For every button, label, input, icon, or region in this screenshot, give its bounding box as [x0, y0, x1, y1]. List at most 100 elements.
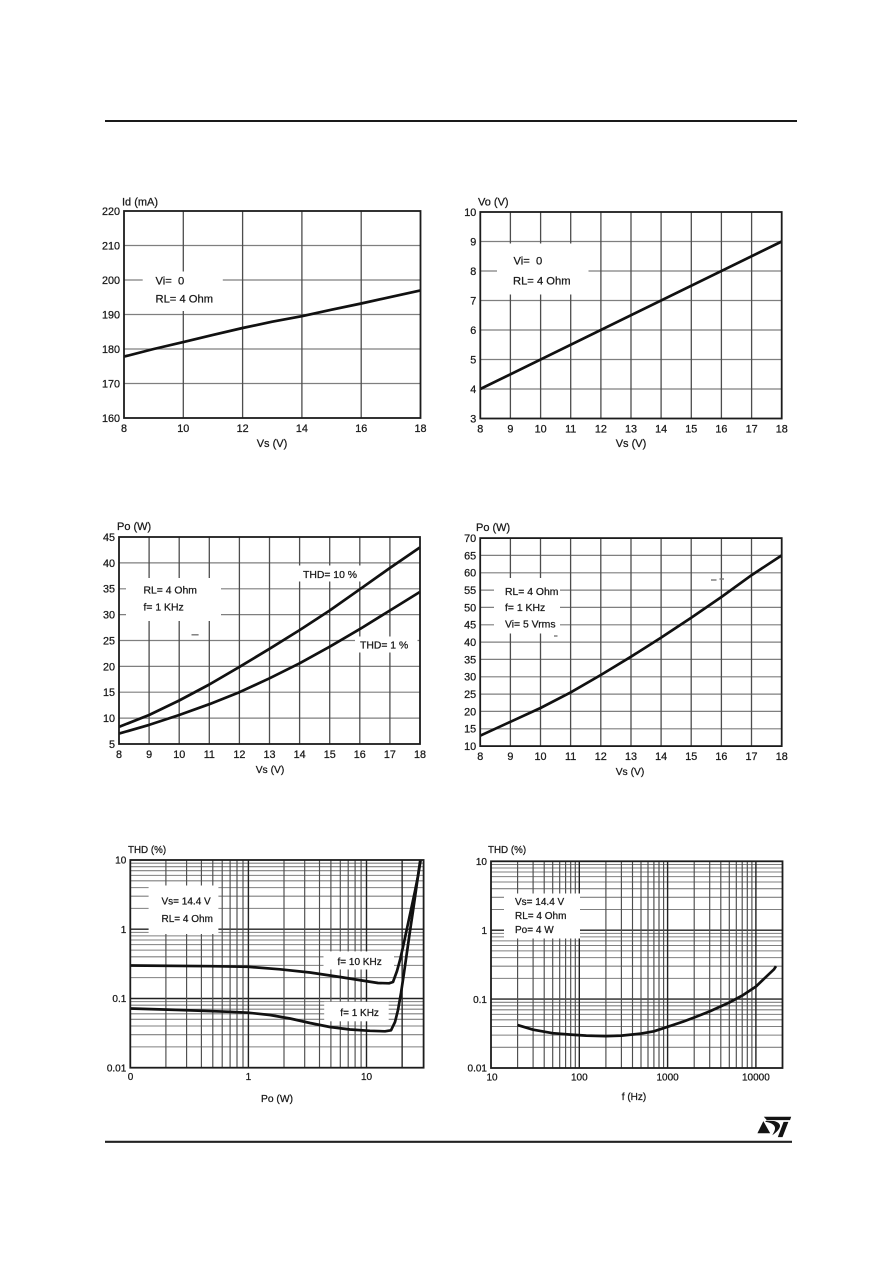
svg-text:35: 35: [464, 654, 476, 666]
svg-text:f= 1 KHz: f= 1 KHz: [340, 1008, 379, 1019]
svg-text:Vs= 14.4 V: Vs= 14.4 V: [515, 897, 565, 908]
svg-text:12: 12: [595, 424, 607, 436]
svg-text:8: 8: [477, 751, 483, 763]
svg-text:Vi= 0: Vi= 0: [514, 256, 543, 268]
svg-text:20: 20: [464, 706, 476, 718]
svg-text:Vi= 0: Vi= 0: [156, 276, 185, 288]
svg-text:11: 11: [565, 424, 576, 436]
svg-text:9: 9: [507, 751, 513, 763]
svg-text:4: 4: [470, 384, 476, 396]
svg-text:Vs (V): Vs (V): [257, 438, 288, 450]
svg-text:Po= 4 W: Po= 4 W: [515, 925, 554, 936]
svg-text:10: 10: [173, 749, 185, 761]
svg-text:THD= 1 %: THD= 1 %: [360, 641, 408, 652]
svg-text:Vs= 14.4 V: Vs= 14.4 V: [162, 896, 212, 907]
svg-text:16: 16: [715, 424, 727, 436]
svg-text:10: 10: [115, 856, 127, 867]
svg-text:200: 200: [102, 275, 120, 287]
svg-text:14: 14: [655, 424, 667, 436]
svg-text:18: 18: [776, 424, 788, 436]
svg-text:THD (%): THD (%): [488, 845, 526, 856]
svg-text:15: 15: [464, 724, 476, 736]
svg-text:Vi= 5 Vrms: Vi= 5 Vrms: [505, 619, 556, 630]
svg-text:1: 1: [246, 1072, 252, 1083]
svg-text:180: 180: [102, 344, 120, 356]
svg-text:17: 17: [384, 749, 396, 761]
svg-text:RL= 4 Ohm: RL= 4 Ohm: [505, 587, 558, 598]
svg-text:16: 16: [715, 751, 727, 763]
svg-text:THD (%): THD (%): [128, 845, 166, 856]
svg-text:1000: 1000: [656, 1073, 679, 1084]
svg-text:1: 1: [121, 925, 127, 936]
svg-text:170: 170: [102, 378, 120, 390]
svg-text:12: 12: [595, 751, 607, 763]
svg-text:13: 13: [625, 424, 637, 436]
svg-text:f= 1 KHz: f= 1 KHz: [144, 603, 184, 614]
svg-text:Vs (V): Vs (V): [256, 765, 285, 776]
svg-text:RL= 4 Ohm: RL= 4 Ohm: [513, 276, 571, 288]
svg-text:6: 6: [470, 325, 476, 337]
svg-text:5: 5: [109, 739, 115, 751]
svg-text:18: 18: [414, 423, 426, 435]
svg-text:11: 11: [565, 751, 576, 763]
svg-text:100: 100: [571, 1073, 588, 1084]
svg-text:160: 160: [102, 413, 120, 425]
svg-text:RL= 4 Ohm: RL= 4 Ohm: [515, 911, 566, 922]
svg-text:10: 10: [361, 1072, 373, 1083]
svg-text:f= 10 KHz: f= 10 KHz: [338, 957, 382, 968]
svg-text:55: 55: [464, 585, 476, 597]
svg-text:15: 15: [685, 751, 697, 763]
svg-text:RL= 4 Ohm: RL= 4 Ohm: [144, 586, 197, 597]
svg-text:45: 45: [103, 532, 115, 544]
svg-text:10: 10: [534, 751, 546, 763]
svg-text:Po (W): Po (W): [476, 522, 510, 534]
svg-text:10: 10: [177, 423, 189, 435]
svg-text:12: 12: [237, 423, 249, 435]
svg-text:10: 10: [486, 1073, 498, 1084]
svg-text:60: 60: [464, 568, 476, 580]
svg-text:13: 13: [625, 751, 637, 763]
svg-text:13: 13: [263, 749, 275, 761]
svg-text:8: 8: [116, 749, 122, 761]
svg-text:210: 210: [102, 240, 120, 252]
svg-text:25: 25: [464, 689, 476, 701]
svg-text:15: 15: [685, 424, 697, 436]
svg-text:70: 70: [464, 533, 476, 545]
svg-text:10: 10: [476, 857, 488, 868]
svg-text:1: 1: [481, 926, 487, 937]
svg-text:40: 40: [464, 637, 476, 649]
svg-text:9: 9: [470, 236, 476, 248]
svg-text:18: 18: [776, 751, 788, 763]
svg-text:16: 16: [355, 423, 367, 435]
svg-text:0: 0: [128, 1072, 134, 1083]
svg-text:RL= 4 Ohm: RL= 4 Ohm: [162, 914, 213, 925]
svg-text:30: 30: [103, 610, 115, 622]
svg-text:8: 8: [477, 424, 483, 436]
svg-text:10: 10: [103, 713, 115, 725]
svg-text:220: 220: [102, 206, 120, 218]
svg-text:15: 15: [103, 687, 115, 699]
svg-text:30: 30: [464, 672, 476, 684]
svg-text:11: 11: [204, 749, 215, 761]
svg-text:0.1: 0.1: [473, 995, 487, 1006]
svg-text:17: 17: [745, 751, 757, 763]
svg-text:Vs (V): Vs (V): [616, 438, 647, 450]
svg-text:RL= 4 Ohm: RL= 4 Ohm: [156, 294, 214, 306]
svg-text:Vs (V): Vs (V): [616, 767, 645, 778]
svg-text:25: 25: [103, 635, 115, 647]
svg-text:7: 7: [470, 295, 476, 307]
svg-text:20: 20: [103, 661, 115, 673]
svg-text:8: 8: [121, 423, 127, 435]
svg-text:65: 65: [464, 550, 476, 562]
svg-text:0.01: 0.01: [107, 1063, 127, 1074]
svg-text:3: 3: [470, 413, 476, 425]
svg-text:40: 40: [103, 558, 115, 570]
svg-text:0.1: 0.1: [112, 994, 126, 1005]
svg-text:16: 16: [354, 749, 366, 761]
svg-text:15: 15: [324, 749, 336, 761]
svg-text:9: 9: [146, 749, 152, 761]
svg-text:Po (W): Po (W): [261, 1094, 293, 1105]
svg-text:14: 14: [655, 751, 667, 763]
svg-text:190: 190: [102, 309, 120, 321]
svg-text:5: 5: [470, 354, 476, 366]
